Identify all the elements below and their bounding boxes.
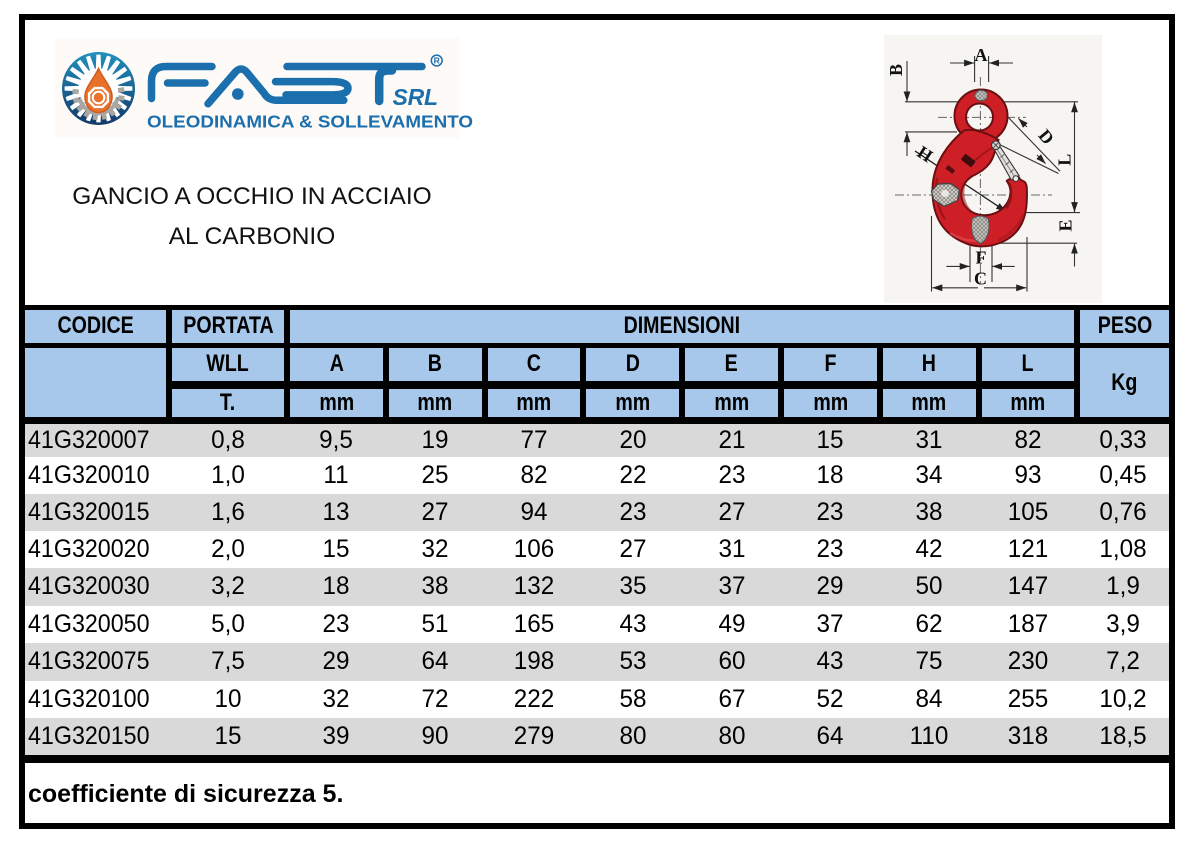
svg-text:OLEODINAMICA & SOLLEVAMENTO: OLEODINAMICA & SOLLEVAMENTO [147,112,473,132]
svg-text:A: A [975,45,988,65]
svg-text:B: B [886,64,906,76]
svg-text:L: L [1055,154,1075,166]
svg-text:E: E [1056,219,1076,231]
svg-text:C: C [974,269,987,289]
svg-text:SRL: SRL [393,84,439,110]
svg-text:R: R [434,56,440,66]
svg-text:F: F [976,248,987,268]
